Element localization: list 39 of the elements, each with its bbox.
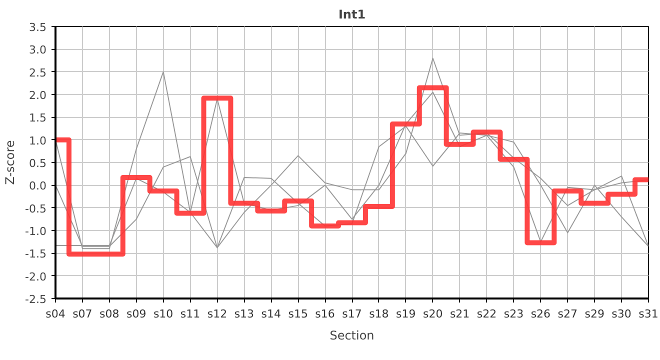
x-tick-label: s22 <box>476 308 497 320</box>
x-axis-title: Section <box>330 328 374 342</box>
x-tick-label: s15 <box>288 308 308 320</box>
x-tick-label: s17 <box>342 308 362 320</box>
x-tick-label: s19 <box>396 308 416 320</box>
y-tick-label: -1.5 <box>25 248 47 261</box>
x-tick-label: s21 <box>450 308 470 320</box>
x-tick-label: s13 <box>234 308 254 320</box>
x-tick-label: s30 <box>612 308 632 320</box>
x-tick-label: s29 <box>584 308 604 320</box>
y-tick-label: 0.0 <box>29 180 47 193</box>
x-tick-label: s27 <box>558 308 578 320</box>
x-tick-label: s20 <box>423 308 443 320</box>
y-tick-label: 0.5 <box>29 157 47 170</box>
x-tick-label: s07 <box>72 308 92 320</box>
y-tick-label: 3.0 <box>29 44 47 57</box>
x-tick-label: s08 <box>100 308 120 320</box>
y-tick-label: 2.0 <box>29 89 47 102</box>
y-tick-label: 1.5 <box>29 112 47 125</box>
x-tick-label: s18 <box>369 308 389 320</box>
y-tick-label: 2.5 <box>29 66 47 80</box>
x-tick-label: s12 <box>207 308 228 320</box>
y-axis-title: Z-score <box>3 140 18 185</box>
y-tick-label: -2.0 <box>25 270 47 284</box>
x-tick-label: s26 <box>530 308 551 320</box>
y-tick-label: -0.5 <box>25 202 47 216</box>
x-tick-label: s16 <box>315 308 335 320</box>
y-tick-label: -1.0 <box>25 225 47 238</box>
y-tick-label: 3.5 <box>29 21 47 34</box>
x-tick-label: s09 <box>126 308 146 320</box>
x-tick-label: s04 <box>46 308 66 320</box>
x-tick-label: s10 <box>153 308 174 320</box>
x-tick-label: s11 <box>180 308 200 320</box>
x-tick-label: s14 <box>261 308 282 320</box>
x-tick-label: s31 <box>638 308 658 320</box>
x-tick-label: s23 <box>504 308 524 320</box>
y-tick-label: 1.0 <box>29 134 47 148</box>
chart-title: Int1 <box>338 8 366 22</box>
y-tick-label: -2.5 <box>25 293 47 306</box>
